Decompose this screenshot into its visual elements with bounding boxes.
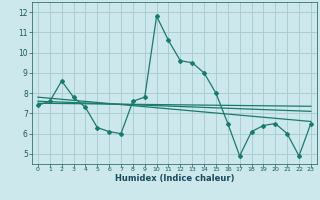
X-axis label: Humidex (Indice chaleur): Humidex (Indice chaleur) [115, 174, 234, 183]
